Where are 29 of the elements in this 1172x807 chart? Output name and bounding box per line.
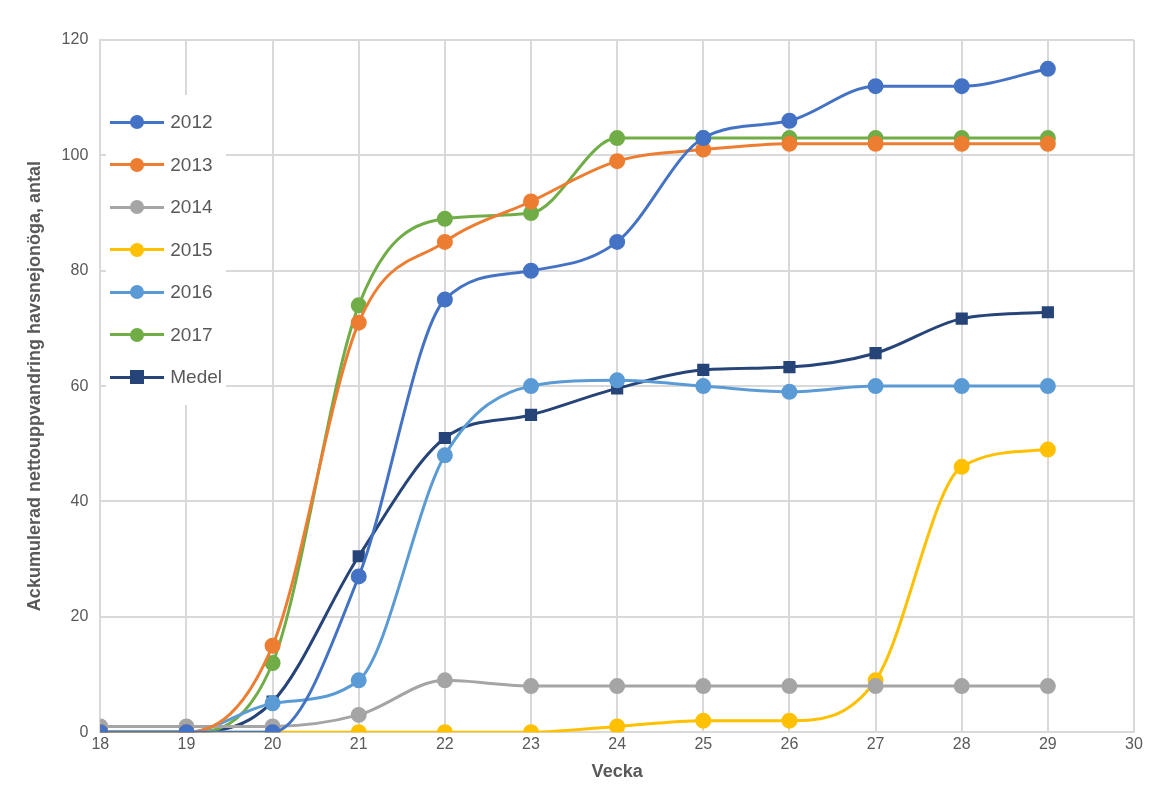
- legend-label: 2012: [170, 111, 213, 134]
- legend-label: 2017: [170, 323, 213, 346]
- legend-label: 2015: [170, 238, 213, 261]
- x-tick-label: 23: [522, 735, 541, 753]
- x-tick-label: 27: [866, 735, 885, 753]
- legend-label: 2014: [170, 196, 213, 219]
- y-axis-title: Ackumulerad nettouppvandring havsnejonöga, antal: [23, 161, 44, 612]
- x-tick-label: 18: [91, 735, 110, 753]
- y-tick-label: 120: [61, 30, 89, 48]
- x-tick-label: 25: [694, 735, 713, 753]
- y-tick-label: 40: [70, 491, 89, 509]
- x-tick-label: 30: [1125, 735, 1143, 753]
- x-tick-label: 28: [952, 735, 971, 753]
- y-tick-label: 0: [79, 722, 89, 740]
- legend-label: 2013: [170, 153, 213, 176]
- x-tick-label: 29: [1038, 735, 1057, 753]
- y-tick-label: 100: [61, 145, 89, 163]
- x-tick-label: 19: [177, 735, 196, 753]
- x-tick-label: 24: [608, 735, 627, 753]
- legend-label: 2016: [170, 281, 213, 304]
- x-tick-label: 22: [435, 735, 454, 753]
- x-axis-title: Vecka: [591, 761, 644, 782]
- x-tick-label: 21: [349, 735, 368, 753]
- legend-label: Medel: [170, 366, 223, 389]
- y-tick-label: 80: [70, 261, 89, 279]
- x-tick-label: 20: [263, 735, 282, 753]
- y-tick-label: 60: [70, 376, 89, 394]
- x-tick-label: 26: [780, 735, 799, 753]
- y-tick-label: 20: [70, 607, 89, 625]
